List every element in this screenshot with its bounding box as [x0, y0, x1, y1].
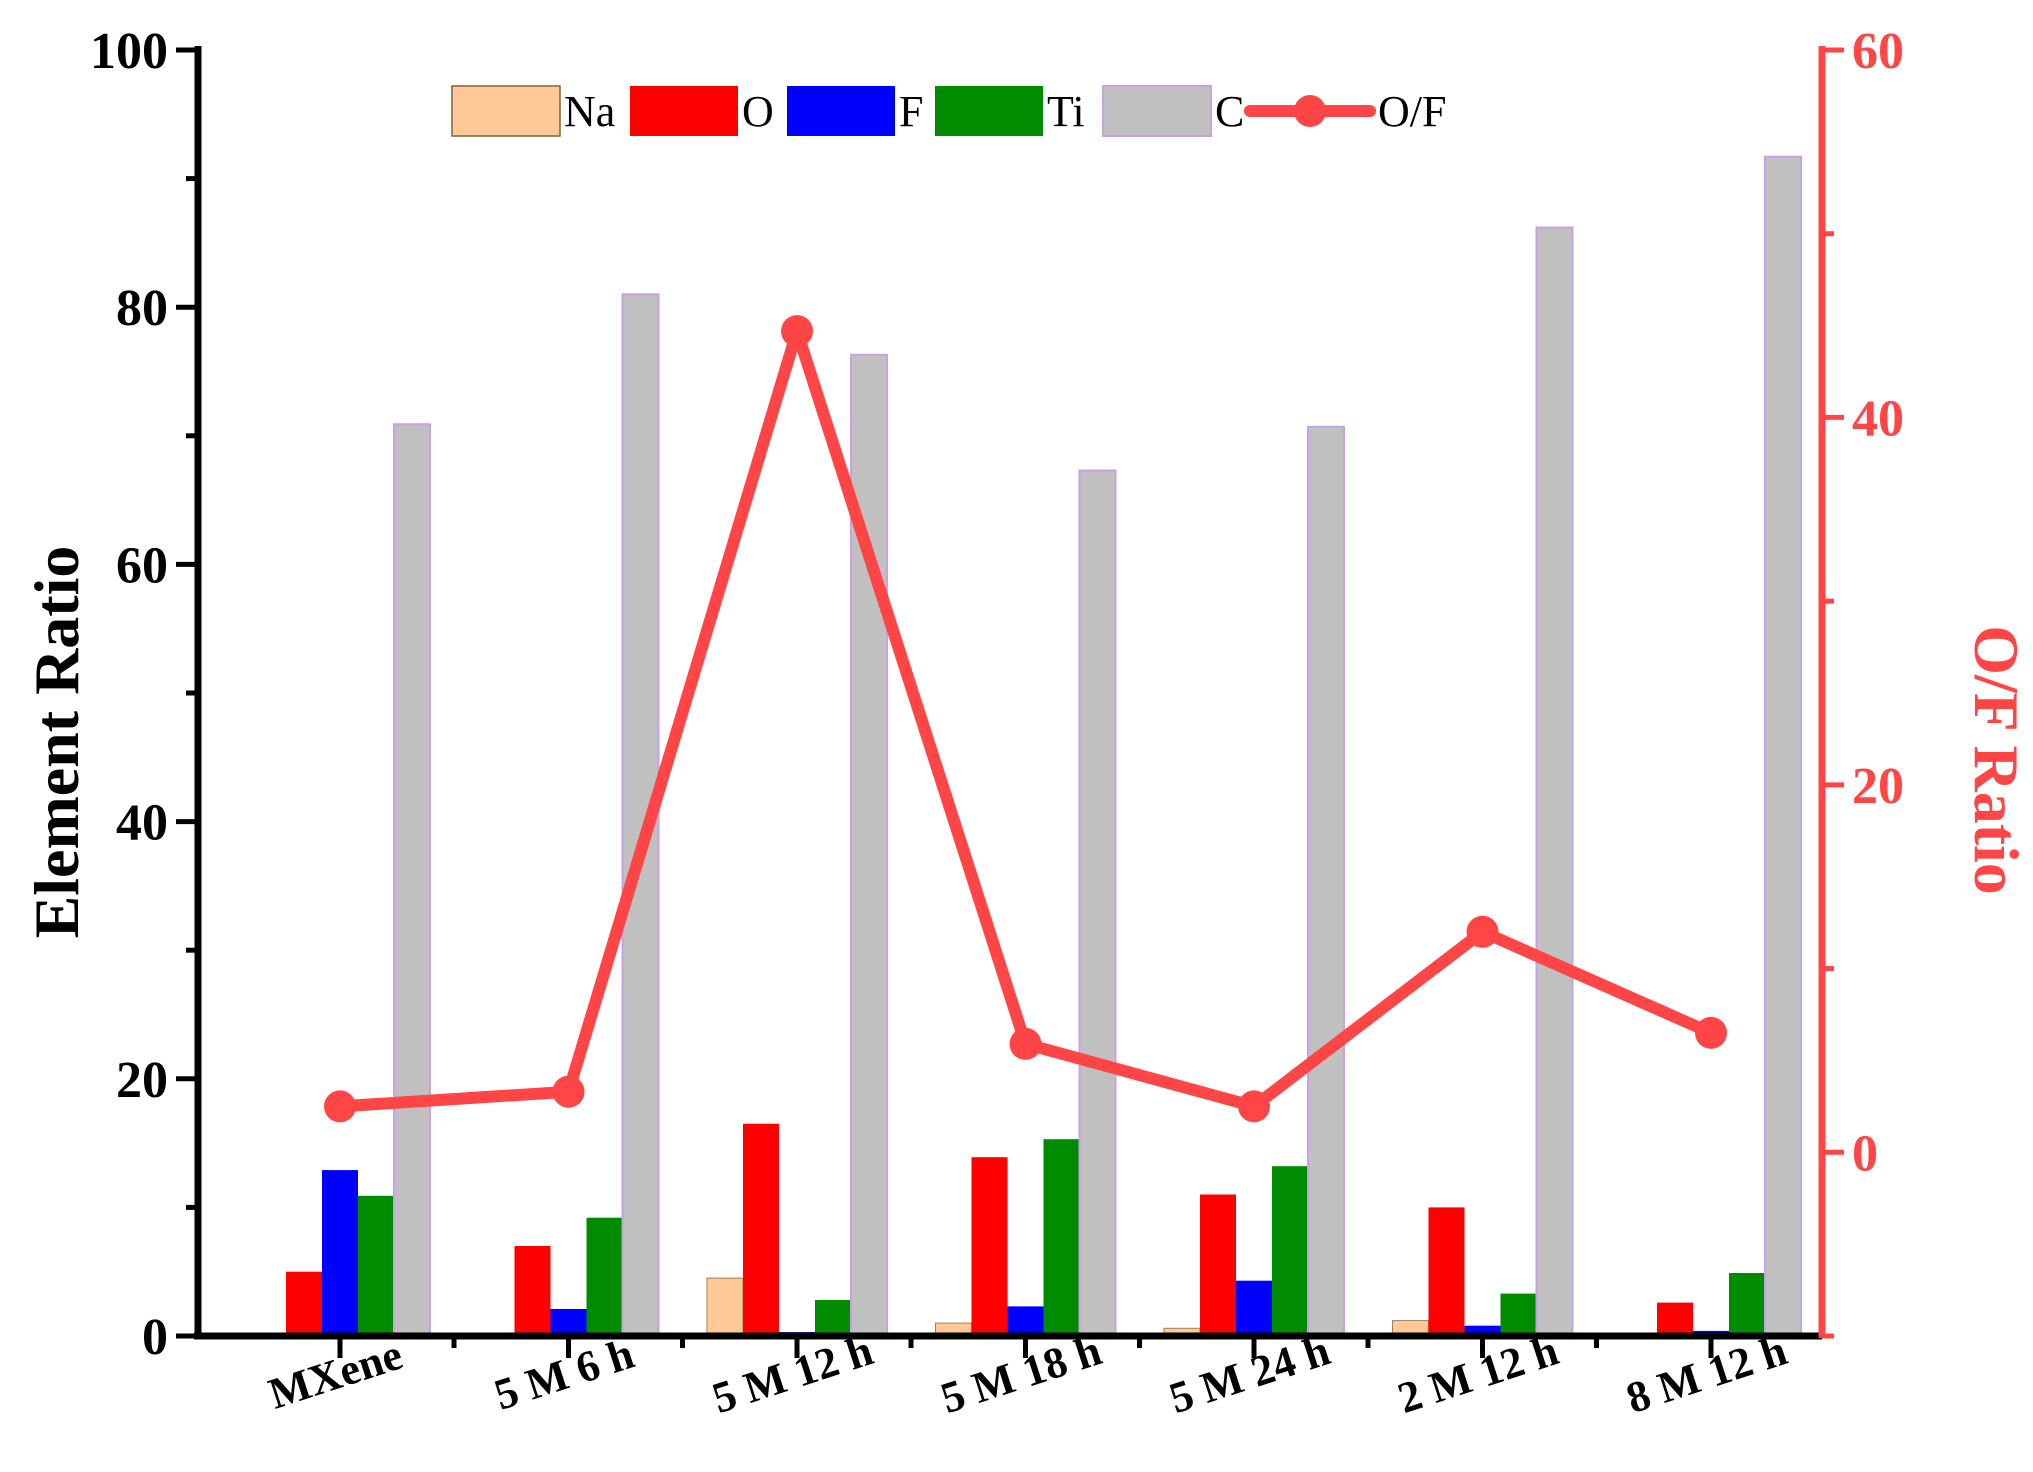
of-point-2	[781, 315, 813, 348]
bar-o-5	[1428, 1207, 1465, 1336]
bar-c-6	[1764, 155, 1802, 1338]
bar-o-1	[514, 1246, 551, 1336]
x-category-label-1: 5 M 6 h	[488, 1329, 639, 1420]
legend-label-f: F	[899, 87, 923, 136]
legend-swatch-f	[787, 86, 895, 136]
x-category-label-5: 2 M 12 h	[1392, 1325, 1564, 1423]
bar-o-3	[971, 1157, 1008, 1336]
bar-f-1	[550, 1309, 587, 1336]
bar-na-2	[706, 1277, 744, 1337]
bar-o-0	[286, 1271, 322, 1336]
bar-ti-0	[358, 1195, 394, 1336]
legend-swatch-of-marker	[1294, 95, 1326, 127]
bar-o-6	[1657, 1302, 1693, 1336]
y-tick-label-80: 80	[116, 280, 168, 337]
bar-o-4	[1200, 1194, 1236, 1336]
bar-ti-6	[1729, 1273, 1765, 1336]
bars-layer	[286, 155, 1802, 1338]
legend-swatch-o	[630, 86, 738, 136]
of-line	[334, 325, 1717, 1113]
of-point-3	[1009, 1027, 1042, 1060]
bar-ti-1	[586, 1217, 623, 1336]
y-tick-label-40: 40	[116, 795, 168, 852]
bar-c-0	[393, 423, 431, 1337]
y-tick-label-60: 60	[116, 537, 168, 594]
bar-f-0	[322, 1170, 358, 1336]
y2-tick-label-40: 40	[1852, 390, 1904, 447]
legend-label-na: Na	[564, 87, 615, 136]
legend-label-c: C	[1215, 87, 1244, 136]
bar-ti-5	[1500, 1293, 1537, 1336]
legend-label-o: O	[742, 87, 774, 136]
legend-swatch-c	[1102, 85, 1212, 137]
legend-swatch-ti	[935, 86, 1043, 136]
of-point-5	[1466, 915, 1499, 948]
bar-f-5	[1464, 1325, 1501, 1336]
bar-ti-4	[1272, 1166, 1308, 1336]
bar-o-2	[743, 1123, 779, 1336]
bar-c-5	[1535, 226, 1574, 1337]
legend: Na O F Ti C O/F	[451, 85, 1446, 137]
bar-f-3	[1007, 1306, 1044, 1336]
y2-tick-label-0: 0	[1852, 1125, 1878, 1182]
y-tick-label-20: 20	[116, 1052, 168, 1109]
x-category-label-0: MXene	[263, 1330, 408, 1419]
x-category-label-6: 8 M 12 h	[1620, 1325, 1792, 1423]
of-line-layer	[324, 315, 1727, 1123]
of-point-0	[324, 1090, 356, 1123]
y-axis-title: Element Ratio	[21, 546, 92, 939]
bar-ti-2	[815, 1300, 851, 1336]
y-tick-label-0: 0	[142, 1309, 168, 1366]
of-point-1	[552, 1075, 585, 1108]
x-category-label-4: 5 M 24 h	[1163, 1325, 1335, 1423]
x-category-label-2: 5 M 12 h	[706, 1325, 878, 1423]
bar-f-4	[1236, 1280, 1272, 1336]
y2-axis-title: O/F Ratio	[1961, 625, 2032, 895]
y2-tick-label-60: 60	[1852, 23, 1904, 80]
x-category-label-3: 5 M 18 h	[935, 1325, 1107, 1423]
bar-ti-3	[1043, 1139, 1080, 1336]
legend-label-of: O/F	[1378, 87, 1446, 136]
legend-swatch-na	[451, 85, 561, 137]
y2-tick-label-20: 20	[1852, 758, 1904, 815]
of-point-4	[1238, 1090, 1270, 1123]
y-tick-label-100: 100	[90, 23, 168, 80]
of-point-6	[1695, 1016, 1727, 1049]
legend-label-ti: Ti	[1047, 87, 1085, 136]
bar-c-3	[1078, 469, 1117, 1337]
bar-c-4	[1307, 425, 1345, 1337]
